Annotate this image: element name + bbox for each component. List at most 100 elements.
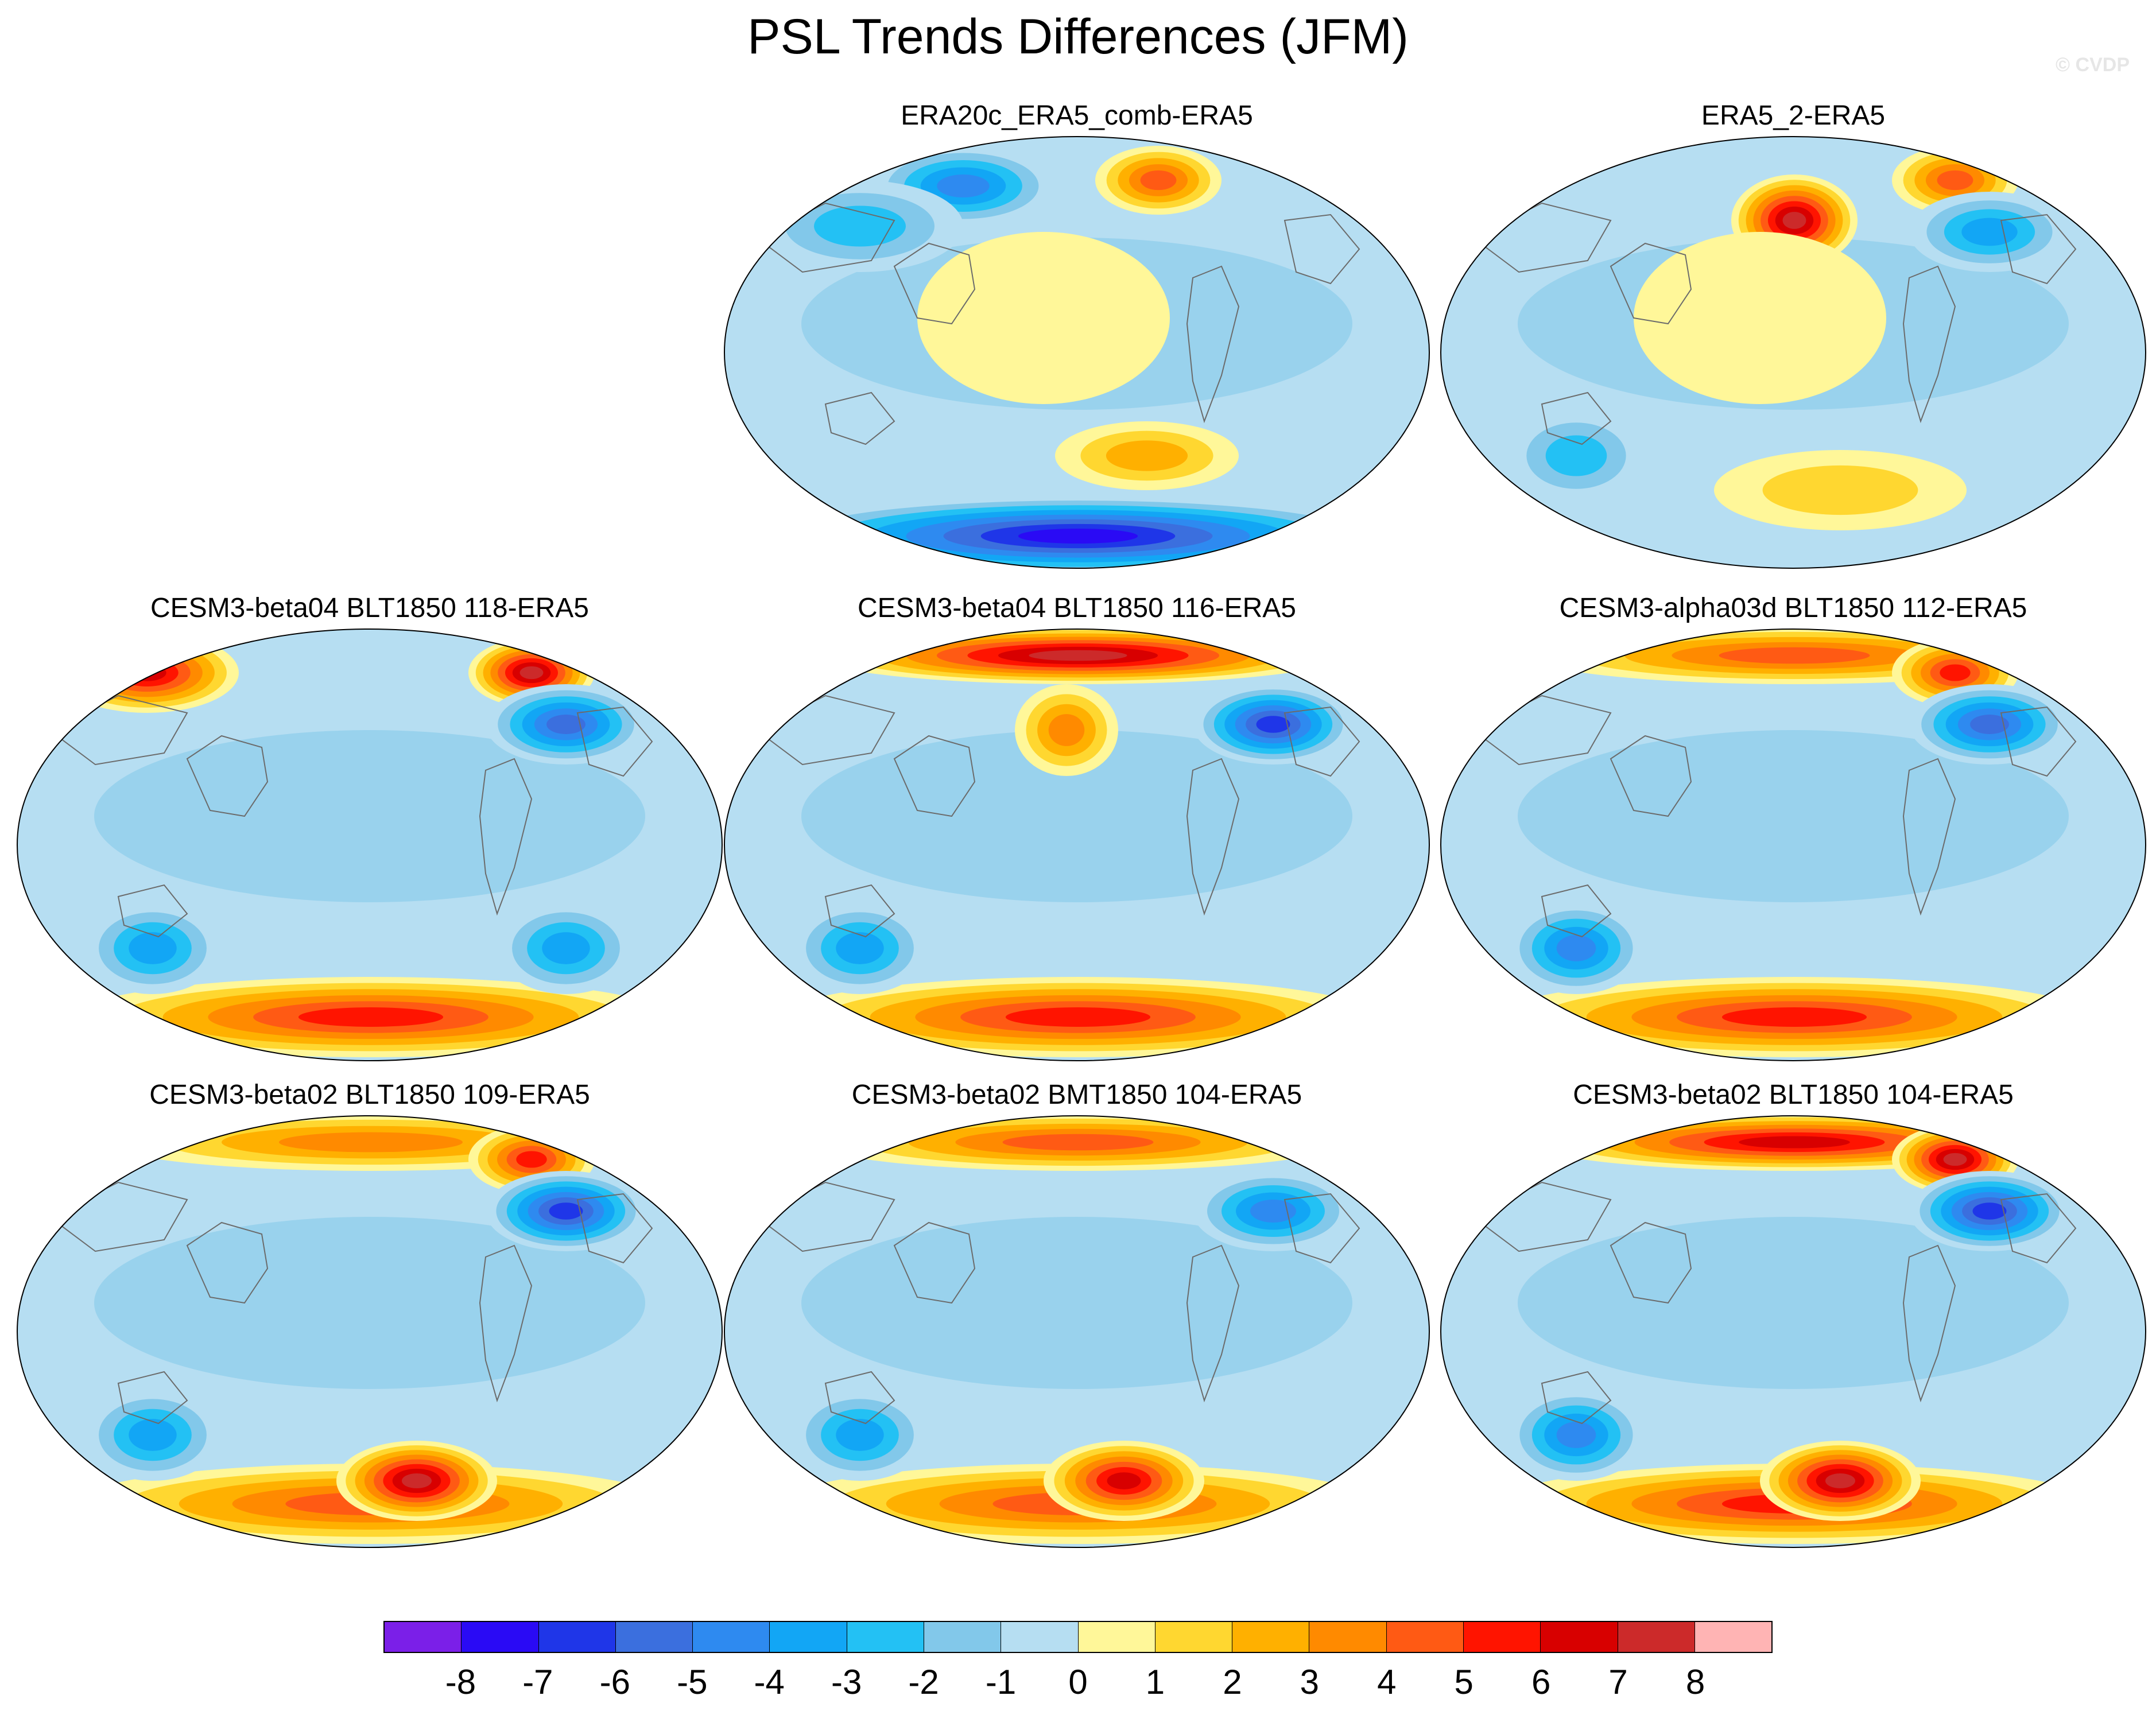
coastline	[1186, 265, 1240, 424]
contour-level	[516, 1151, 547, 1168]
panel-title: ERA5_2-ERA5	[1701, 100, 1886, 131]
colorbar-box	[462, 1622, 539, 1652]
coastline	[576, 706, 653, 777]
coastline	[1541, 884, 1612, 938]
contour-level	[1556, 1422, 1596, 1448]
map-panel: CESM3-beta02 BLT1850 109-ERA5	[15, 1078, 724, 1560]
figure-title: PSL Trends Differences (JFM)	[747, 9, 1409, 64]
colorbar: -8 -7 -6 -5 -4 -3 -2 -1 0 1 2 3 4 5 6 7 8	[383, 1621, 1773, 1707]
coastline	[824, 391, 895, 445]
colorbar-box	[538, 1622, 616, 1652]
colorbar-tick-label: 7	[1608, 1663, 1628, 1701]
coastline	[2000, 706, 2077, 777]
colorbar-box	[924, 1622, 1002, 1652]
colorbar-box	[1694, 1622, 1772, 1652]
contour-level	[1018, 528, 1138, 544]
coastline	[186, 1221, 269, 1304]
coastline	[1902, 1244, 1956, 1403]
map-border	[1440, 628, 2146, 1061]
contour-level	[115, 659, 179, 686]
colorbar-tick-label: 3	[1300, 1663, 1320, 1701]
coastline	[479, 1244, 533, 1403]
map-border	[17, 628, 723, 1061]
coastline	[893, 1221, 976, 1304]
watermark: © CVDP	[2056, 54, 2130, 76]
mid-lat-band	[801, 730, 1352, 902]
contour-level	[1634, 232, 1886, 404]
colorbar-box	[693, 1622, 770, 1652]
colorbar-box	[847, 1622, 924, 1652]
mid-lat-band	[94, 730, 645, 902]
map-panel: CESM3-alpha03d BLT1850 112-ERA5	[1438, 591, 2148, 1073]
colorbar-box	[1541, 1622, 1618, 1652]
coastline	[1186, 758, 1240, 916]
coastline	[1186, 1244, 1240, 1403]
coastline	[117, 884, 188, 938]
contour-level	[1250, 1200, 1296, 1223]
colorbar-tick-label: 4	[1377, 1663, 1397, 1701]
coastline	[1902, 758, 1956, 916]
colorbar-ticks: -8 -7 -6 -5 -4 -3 -2 -1 0 1 2 3 4 5 6 7 8	[383, 1662, 1773, 1702]
contour-level	[401, 1473, 432, 1489]
robinson-map	[17, 1115, 723, 1548]
contour-level	[836, 1419, 884, 1451]
colorbar-tick-label: -3	[831, 1663, 862, 1701]
map-border	[1440, 1115, 2146, 1548]
coastline	[576, 1193, 653, 1264]
panel-title: ERA20c_ERA5_comb-ERA5	[901, 100, 1253, 131]
contour-level	[1140, 170, 1177, 191]
contour-level	[1545, 435, 1607, 476]
contour-level	[1739, 1136, 1850, 1149]
coastline	[1283, 706, 1360, 777]
coastline	[2000, 1193, 2077, 1264]
colorbar-box	[1463, 1622, 1541, 1652]
colorbar-tick-label: -8	[445, 1663, 476, 1701]
contour-level	[1825, 1473, 1856, 1489]
coastline	[824, 884, 895, 938]
colorbar-box	[1232, 1622, 1310, 1652]
colorbar-tick-label: -2	[908, 1663, 939, 1701]
coastline	[893, 735, 976, 817]
colorbar-tick-label: 1	[1145, 1663, 1165, 1701]
colorbar-tick-label: -7	[522, 1663, 553, 1701]
mid-lat-band	[801, 1217, 1352, 1389]
coastline	[1610, 735, 1692, 817]
map-panel: ERA5_2-ERA5	[1438, 99, 2148, 581]
map-panel: ERA20c_ERA5_comb-ERA5	[722, 99, 1432, 581]
panel-title: CESM3-beta02 BLT1850 104-ERA5	[1573, 1080, 2014, 1110]
contour-level	[519, 666, 544, 680]
colorbar-box	[1078, 1622, 1155, 1652]
colorbar-box	[1001, 1622, 1079, 1652]
coastline	[1541, 1371, 1612, 1425]
coastline	[893, 242, 976, 325]
contour-level	[542, 932, 590, 964]
contour-level	[814, 205, 906, 247]
colorbar-tick-label: 2	[1223, 1663, 1242, 1701]
panel-title: CESM3-alpha03d BLT1850 112-ERA5	[1559, 593, 2027, 623]
map-border	[1440, 136, 2146, 569]
contour-level	[1556, 935, 1596, 961]
robinson-map	[1440, 136, 2146, 569]
contour-level	[836, 932, 884, 964]
map-panel: CESM3-beta02 BMT1850 104-ERA5	[722, 1078, 1432, 1560]
contour-level	[1048, 714, 1085, 746]
panel-title: CESM3-beta04 BLT1850 118-ERA5	[150, 593, 589, 623]
contour-level	[1107, 1472, 1141, 1489]
colorbar-box	[385, 1622, 462, 1652]
contour-level	[1005, 1007, 1151, 1027]
mid-lat-band	[1518, 730, 2069, 902]
panel-title: CESM3-beta02 BMT1850 104-ERA5	[851, 1080, 1302, 1110]
coastline	[824, 1371, 895, 1425]
map-panel: CESM3-beta04 BLT1850 116-ERA5	[722, 591, 1432, 1073]
coastline	[1283, 1193, 1360, 1264]
contour-level	[279, 1132, 463, 1153]
contour-level	[1943, 1153, 1967, 1166]
contour-level	[1972, 1202, 2007, 1220]
panel-title: CESM3-beta04 BLT1850 116-ERA5	[858, 593, 1296, 623]
map-panel: CESM3-beta02 BLT1850 104-ERA5	[1438, 1078, 2148, 1560]
colorbar-box	[1618, 1622, 1695, 1652]
coastline	[186, 735, 269, 817]
contour-level	[1782, 212, 1806, 229]
contour-level	[129, 1419, 177, 1451]
coastline	[1541, 391, 1612, 445]
